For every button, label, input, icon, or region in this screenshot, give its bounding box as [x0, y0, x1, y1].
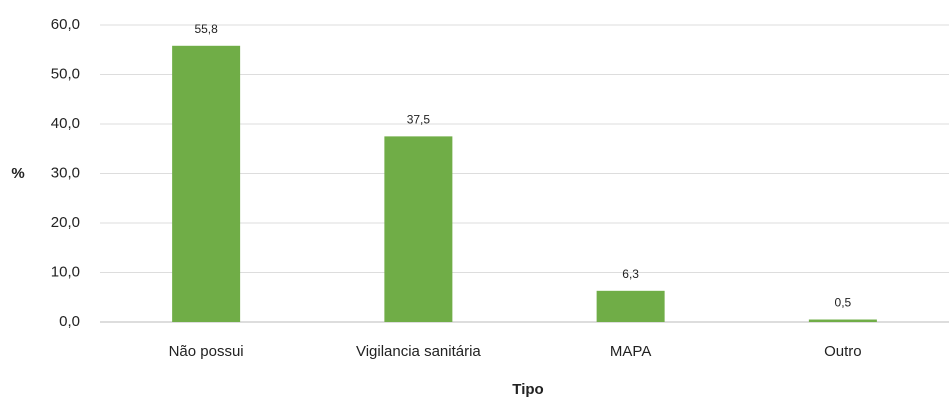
bar [808, 319, 877, 322]
value-label: 0,5 [835, 296, 852, 310]
bar [172, 45, 241, 322]
y-tick-label: 10,0 [51, 263, 80, 280]
bar [596, 290, 665, 322]
value-label: 55,8 [194, 22, 218, 36]
y-tick-label: 50,0 [51, 65, 80, 82]
x-tick-label: Outro [824, 343, 862, 360]
x-tick-label: Não possui [169, 343, 244, 360]
y-tick-label: 40,0 [51, 115, 80, 132]
x-tick-label: MAPA [610, 343, 651, 360]
y-tick-label: 30,0 [51, 164, 80, 181]
x-tick-label: Vigilancia sanitária [356, 343, 481, 360]
value-label: 6,3 [622, 267, 639, 281]
bar [384, 136, 453, 322]
x-axis-label: Tipo [512, 381, 543, 398]
value-label: 37,5 [407, 113, 431, 127]
y-tick-label: 60,0 [51, 16, 80, 33]
y-tick-label: 20,0 [51, 214, 80, 231]
y-tick-label: 0,0 [59, 313, 80, 330]
y-axis-label: % [11, 165, 24, 182]
